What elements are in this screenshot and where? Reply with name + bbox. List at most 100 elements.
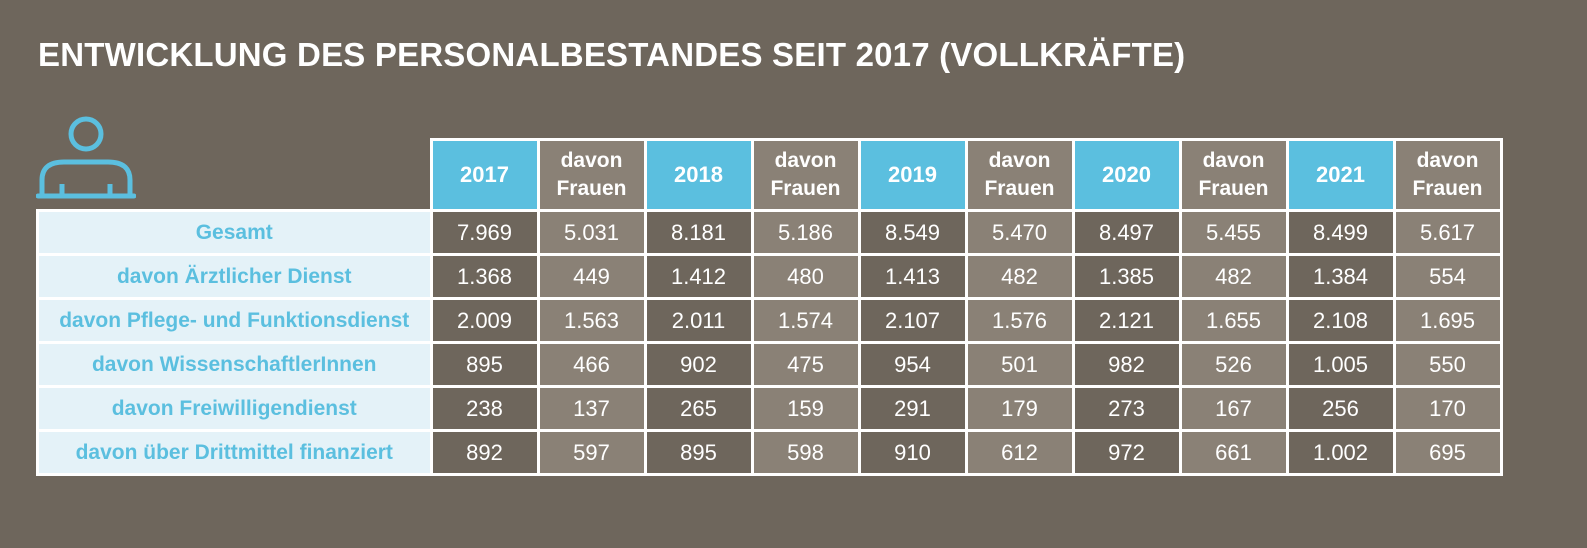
table-cell: 501	[964, 341, 1075, 388]
table-cell: 5.470	[964, 209, 1075, 256]
table-cell: 8.497	[1071, 209, 1182, 256]
table-cell: 256	[1285, 385, 1396, 432]
table-cell: 482	[964, 253, 1075, 300]
column-header-text: Frauen	[556, 177, 627, 200]
column-header-year: 2017	[429, 138, 540, 212]
page-title: ENTWICKLUNG DES PERSONALBESTANDES SEIT 2…	[38, 36, 1186, 73]
table-row: davon über Drittmittel finanziert 892 597 8…	[36, 429, 1503, 476]
column-header-women: davon Frauen	[964, 138, 1075, 212]
table-cell: 695	[1392, 429, 1503, 476]
column-header-text: Frauen	[770, 177, 841, 200]
table-cell: 137	[536, 385, 647, 432]
table-cell: 1.563	[536, 297, 647, 344]
table-cell: 1.005	[1285, 341, 1396, 388]
table-cell: 598	[750, 429, 861, 476]
column-header-text: Frauen	[1198, 177, 1269, 200]
row-label: davon WissenschaftlerInnen	[36, 341, 433, 388]
table-row: davon Pflege- und Funktionsdienst 2.009 1.…	[36, 297, 1503, 344]
table-cell: 291	[857, 385, 968, 432]
table-cell: 895	[429, 341, 540, 388]
column-header-year: 2020	[1071, 138, 1182, 212]
row-label: davon Pflege- und Funktionsdienst	[36, 297, 433, 344]
table-cell: 1.385	[1071, 253, 1182, 300]
table-row: Gesamt 7.969 5.031 8.181 5.186 8.549 5.470 8.49…	[36, 209, 1503, 256]
table-cell: 238	[429, 385, 540, 432]
column-header-text: 2018	[674, 162, 723, 187]
table-cell: 7.969	[429, 209, 540, 256]
column-header-text: 2019	[888, 162, 937, 187]
table-cell: 1.413	[857, 253, 968, 300]
table-cell: 1.002	[1285, 429, 1396, 476]
personnel-table: 2017 davon Frauen 2018 davon Frauen 2019 davon F…	[36, 138, 1503, 476]
table-cell: 159	[750, 385, 861, 432]
table-cell: 954	[857, 341, 968, 388]
table-cell: 480	[750, 253, 861, 300]
table-cell: 550	[1392, 341, 1503, 388]
table-cell: 661	[1178, 429, 1289, 476]
table-cell: 179	[964, 385, 1075, 432]
table-cell: 1.576	[964, 297, 1075, 344]
table-cell: 167	[1178, 385, 1289, 432]
table-cell: 526	[1178, 341, 1289, 388]
table-cell: 8.499	[1285, 209, 1396, 256]
column-header-text: davon	[774, 149, 837, 172]
table-cell: 170	[1392, 385, 1503, 432]
column-header-women: davon Frauen	[1392, 138, 1503, 212]
table-row: davon Ärztlicher Dienst 1.368 449 1.412 480 1…	[36, 253, 1503, 300]
table-cell: 265	[643, 385, 754, 432]
column-header-text: Frauen	[984, 177, 1055, 200]
table-cell: 5.031	[536, 209, 647, 256]
table-cell: 1.695	[1392, 297, 1503, 344]
table-cell: 466	[536, 341, 647, 388]
column-header-text: Frauen	[1412, 177, 1483, 200]
column-header-text: davon	[560, 149, 623, 172]
table-cell: 2.108	[1285, 297, 1396, 344]
table-cell: 554	[1392, 253, 1503, 300]
column-header-text: davon	[988, 149, 1051, 172]
table-cell: 8.181	[643, 209, 754, 256]
table-cell: 449	[536, 253, 647, 300]
row-label: davon Freiwilligendienst	[36, 385, 433, 432]
table-cell: 2.121	[1071, 297, 1182, 344]
table-cell: 1.574	[750, 297, 861, 344]
table-cell: 612	[964, 429, 1075, 476]
table-cell: 1.412	[643, 253, 754, 300]
table-cell: 972	[1071, 429, 1182, 476]
column-header-women: davon Frauen	[1178, 138, 1289, 212]
column-header-text: davon	[1416, 149, 1479, 172]
table-cell: 475	[750, 341, 861, 388]
table-row: davon Freiwilligendienst 238 137 265 159 291 1…	[36, 385, 1503, 432]
table-cell: 273	[1071, 385, 1182, 432]
column-header-women: davon Frauen	[536, 138, 647, 212]
table-cell: 892	[429, 429, 540, 476]
table-cell: 5.186	[750, 209, 861, 256]
column-header-text: 2020	[1102, 162, 1151, 187]
column-header-year: 2018	[643, 138, 754, 212]
table-cell: 982	[1071, 341, 1182, 388]
table-cell: 2.011	[643, 297, 754, 344]
table-cell: 895	[643, 429, 754, 476]
column-header-text: 2017	[460, 162, 509, 187]
table-cell: 1.655	[1178, 297, 1289, 344]
table-header-row: 2017 davon Frauen 2018 davon Frauen 2019 davon F…	[37, 138, 1503, 212]
table-cell: 1.384	[1285, 253, 1396, 300]
table-cell: 597	[536, 429, 647, 476]
row-label: davon über Drittmittel finanziert	[36, 429, 433, 476]
column-header-women: davon Frauen	[750, 138, 861, 212]
table-cell: 2.009	[429, 297, 540, 344]
table-cell: 2.107	[857, 297, 968, 344]
column-header-year: 2019	[857, 138, 968, 212]
column-header-text: davon	[1202, 149, 1265, 172]
table-row: davon WissenschaftlerInnen 895 466 902 475 95…	[36, 341, 1503, 388]
column-header-text: 2021	[1316, 162, 1365, 187]
table-cell: 902	[643, 341, 754, 388]
table-cell: 8.549	[857, 209, 968, 256]
row-label: Gesamt	[36, 209, 433, 256]
table-cell: 5.455	[1178, 209, 1289, 256]
column-header-year: 2021	[1285, 138, 1396, 212]
table-body: Gesamt 7.969 5.031 8.181 5.186 8.549 5.470 8.49…	[36, 209, 1503, 476]
table-cell: 1.368	[429, 253, 540, 300]
row-label: davon Ärztlicher Dienst	[36, 253, 433, 300]
table-cell: 482	[1178, 253, 1289, 300]
table-corner	[37, 139, 433, 212]
